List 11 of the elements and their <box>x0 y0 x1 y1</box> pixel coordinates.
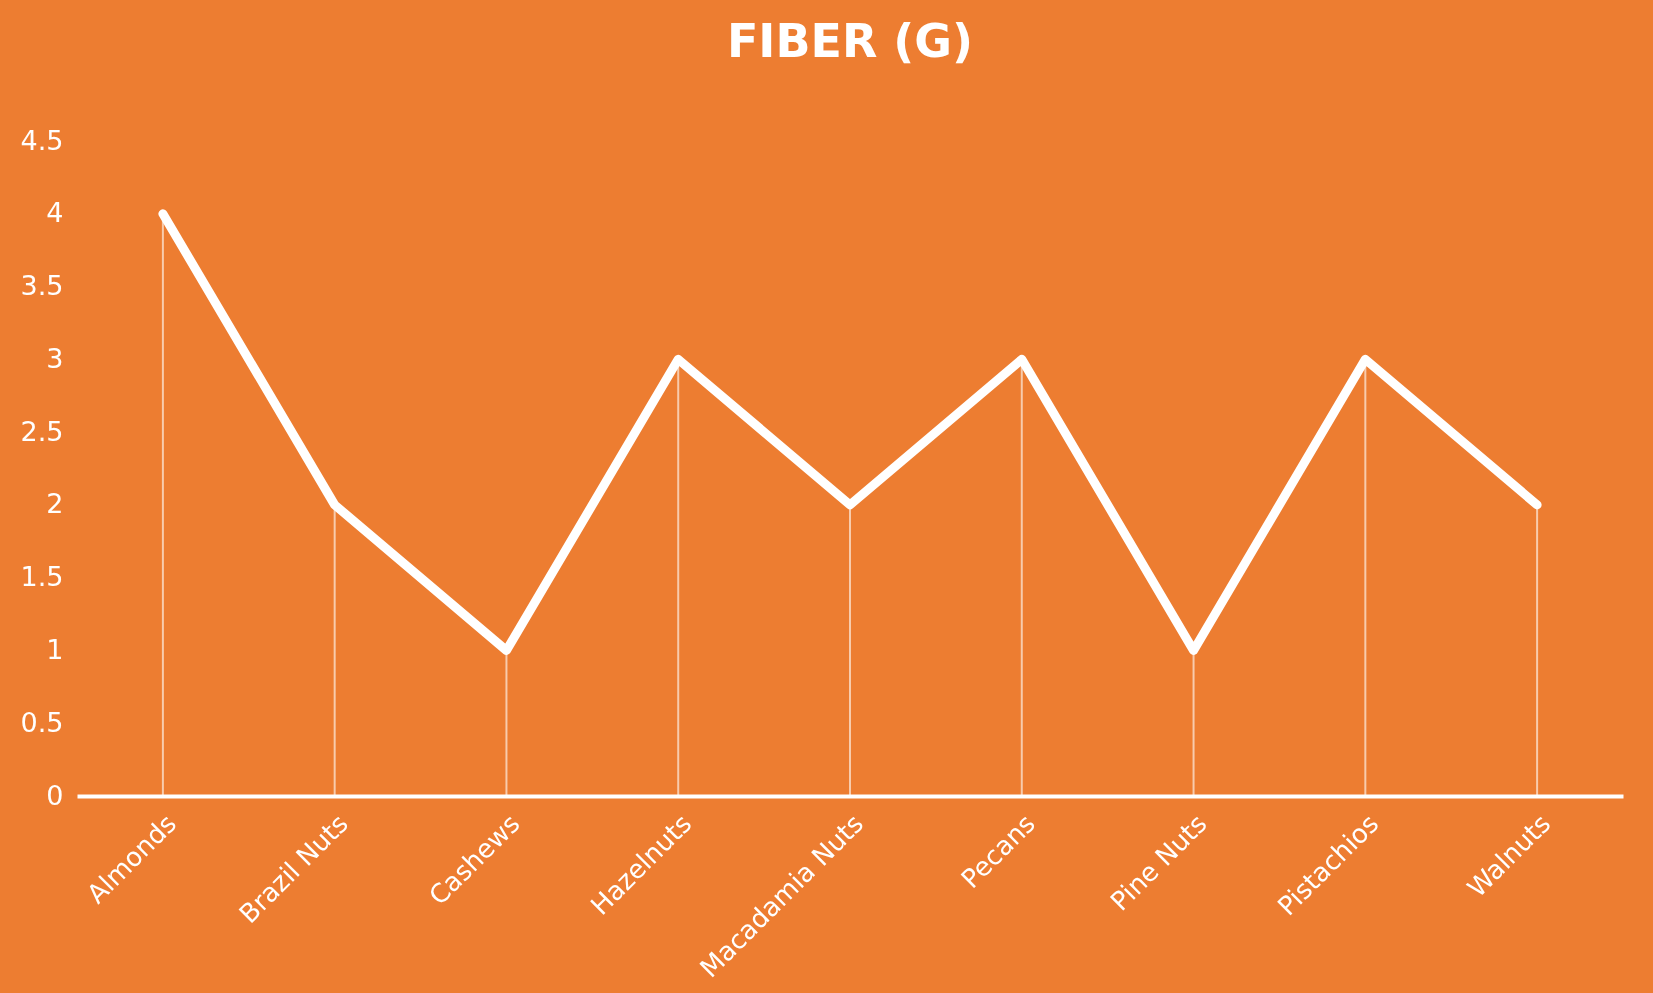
chart-title: FIBER (G) <box>726 14 974 68</box>
y-tick-label: 3.5 <box>20 270 64 302</box>
y-tick-label: 0.5 <box>20 706 64 738</box>
y-tick-label: 2 <box>46 488 64 520</box>
y-tick-label: 0 <box>46 779 64 811</box>
y-tick-label: 4 <box>46 197 64 229</box>
y-tick-label: 1.5 <box>20 561 64 593</box>
y-tick-label: 2.5 <box>20 415 64 447</box>
y-tick-label: 1 <box>46 633 64 665</box>
y-tick-label: 3 <box>46 342 64 374</box>
y-tick-label: 4.5 <box>20 124 64 156</box>
